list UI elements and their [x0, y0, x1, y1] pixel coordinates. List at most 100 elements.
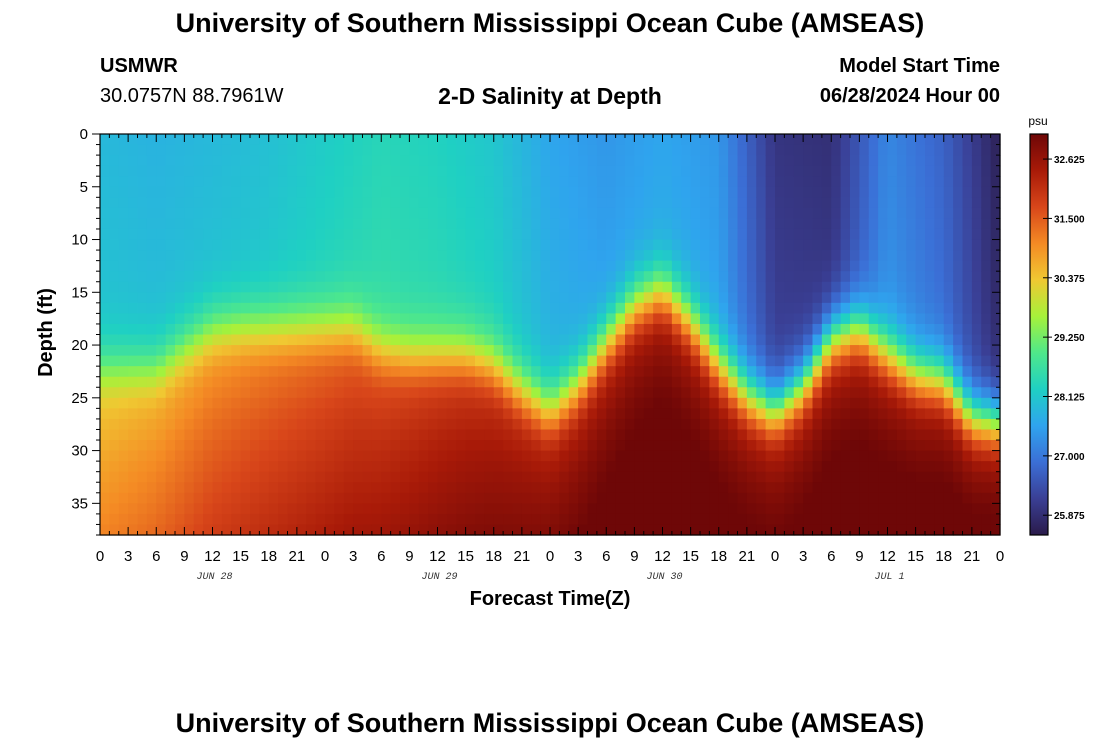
heatmap-cell [512, 461, 523, 473]
heatmap-cell [625, 334, 635, 346]
heatmap-cell [100, 292, 110, 304]
heatmap-cell [728, 513, 739, 526]
heatmap-cell [156, 186, 167, 198]
heatmap-cell [353, 197, 364, 209]
heatmap-cell [578, 260, 589, 272]
heatmap-cell [343, 387, 354, 399]
heatmap-cell [334, 471, 345, 483]
heatmap-cell [137, 482, 148, 494]
heatmap-cell [831, 366, 842, 378]
heatmap-cell [934, 134, 945, 146]
heatmap-cell [259, 155, 270, 167]
heatmap-cell [353, 250, 364, 262]
heatmap-cell [784, 524, 795, 536]
heatmap-cell [728, 334, 739, 346]
heatmap-cell [690, 429, 701, 441]
heatmap-cell [475, 355, 485, 367]
x-tick-label: 12 [429, 548, 446, 565]
heatmap-cell [990, 323, 1001, 336]
heatmap-cell [503, 355, 514, 367]
colorbar-unit: psu [1028, 114, 1047, 128]
heatmap-cell [100, 503, 110, 515]
station-id: USMWR [100, 55, 178, 77]
heatmap-cell [193, 144, 204, 156]
heatmap-cell [559, 345, 570, 357]
heatmap-cell [700, 260, 710, 272]
heatmap-cell [981, 450, 992, 462]
heatmap-cell [418, 302, 429, 314]
heatmap-cell [353, 176, 364, 188]
heatmap-cell [334, 250, 345, 262]
heatmap-cell [812, 387, 823, 399]
heatmap-cell [962, 524, 973, 536]
heatmap-cell [540, 492, 551, 504]
heatmap-cell [371, 323, 382, 336]
heatmap-cell [381, 323, 392, 336]
heatmap-cell [371, 281, 382, 293]
heatmap-cell [128, 461, 139, 473]
heatmap-cell [503, 176, 514, 188]
x-tick-label: 0 [771, 548, 779, 565]
heatmap-cell [587, 271, 598, 283]
heatmap-cell [737, 313, 748, 325]
heatmap-cell [850, 376, 860, 388]
heatmap-cell [128, 207, 139, 220]
heatmap-cell [859, 197, 870, 209]
heatmap-cell [840, 345, 851, 357]
heatmap-cell [446, 376, 457, 388]
heatmap-cell [156, 281, 167, 293]
heatmap-cell [250, 461, 260, 473]
heatmap-cell [221, 366, 232, 378]
heatmap-cell [906, 197, 917, 209]
heatmap-cell [634, 418, 645, 431]
heatmap-cell [259, 450, 270, 462]
heatmap-cell [690, 355, 701, 367]
heatmap-cell [625, 144, 635, 156]
heatmap-cell [578, 513, 589, 526]
heatmap-cell [915, 271, 926, 283]
heatmap-cell [840, 218, 851, 230]
heatmap-cell [250, 197, 260, 209]
heatmap-cell [615, 176, 626, 188]
heatmap-cell [362, 281, 373, 293]
heatmap-cell [587, 165, 598, 177]
heatmap-cell [859, 429, 870, 441]
heatmap-cell [690, 218, 701, 230]
heatmap-cell [250, 176, 260, 188]
heatmap-cell [203, 281, 214, 293]
heatmap-cell [362, 461, 373, 473]
heatmap-cell [681, 197, 692, 209]
heatmap-cell [268, 482, 279, 494]
heatmap-cell [512, 313, 523, 325]
heatmap-cell [550, 503, 560, 515]
heatmap-cell [390, 292, 401, 304]
heatmap-cell [390, 144, 401, 156]
heatmap-cell [109, 482, 120, 494]
heatmap-cell [118, 334, 129, 346]
heatmap-cell [756, 323, 767, 336]
x-tick-label: 12 [204, 548, 221, 565]
heatmap-cell [465, 313, 476, 325]
heatmap-cell [962, 186, 973, 198]
heatmap-cell [850, 323, 860, 336]
day-label: JUN 29 [421, 572, 457, 583]
heatmap-cell [868, 450, 879, 462]
heatmap-cell [400, 345, 410, 357]
heatmap-cell [887, 239, 898, 251]
heatmap-cell [653, 313, 664, 325]
heatmap-cell [184, 345, 195, 357]
heatmap-cell [681, 302, 692, 314]
heatmap-cell [400, 334, 410, 346]
heatmap-cell [746, 155, 757, 167]
heatmap-cell [868, 197, 879, 209]
heatmap-cell [981, 176, 992, 188]
heatmap-cell [287, 144, 298, 156]
heatmap-cell [990, 281, 1001, 293]
x-tick-label: 0 [96, 548, 104, 565]
heatmap-cell [231, 450, 242, 462]
heatmap-cell [596, 355, 607, 367]
heatmap-cell [231, 176, 242, 188]
heatmap-cell [521, 292, 532, 304]
heatmap-cell [203, 334, 214, 346]
heatmap-cell [962, 271, 973, 283]
